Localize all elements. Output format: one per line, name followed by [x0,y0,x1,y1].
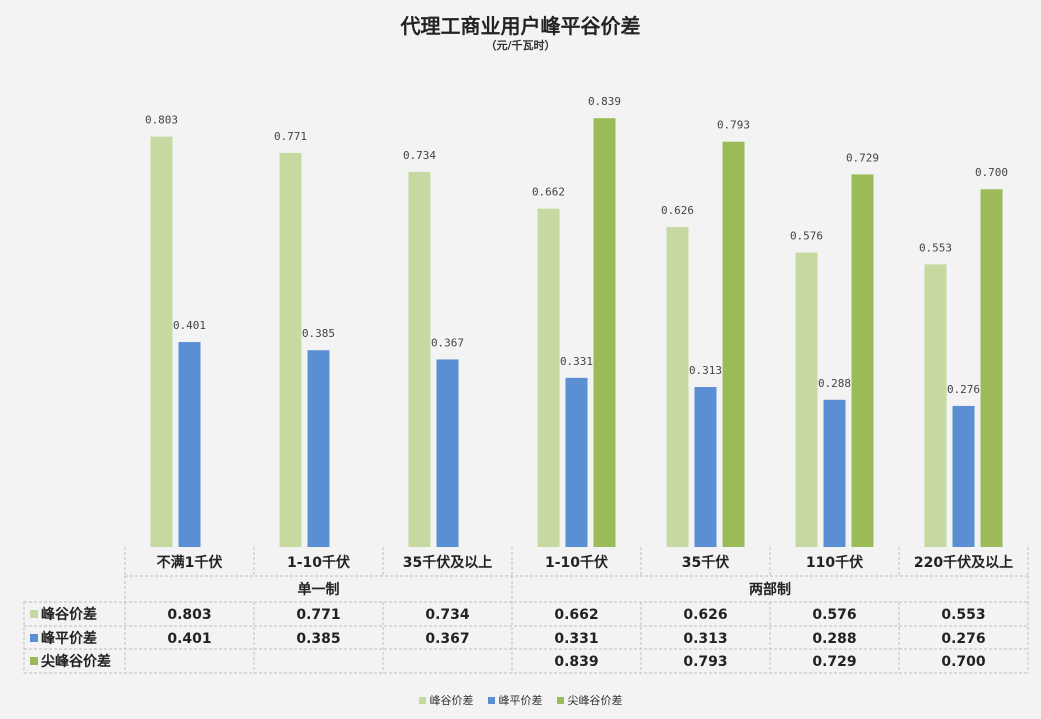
data-label: 0.734 [403,149,436,162]
category-label: 35千伏及以上 [403,554,492,571]
legend-label: 尖峰谷价差 [567,694,623,707]
table-cell: 0.288 [812,631,856,647]
data-label: 0.839 [588,95,621,108]
data-label: 0.803 [145,114,178,127]
data-label: 0.729 [846,151,879,164]
bar [279,152,302,547]
legend-swatch [418,696,426,704]
legend-item: 峰平价差 [487,692,543,708]
legend-label: 峰平价差 [498,694,543,707]
category-label: 220千伏及以上 [914,554,1013,571]
bar [565,377,588,547]
table-legend-key [30,610,38,618]
table-cell: 0.576 [812,607,856,623]
data-label: 0.662 [532,186,565,199]
table-cell: 0.729 [812,654,856,670]
group-label: 两部制 [749,581,791,598]
table-cell: 0.553 [941,607,985,623]
data-label: 0.553 [919,241,952,254]
data-label: 0.288 [818,377,851,390]
data-label: 0.771 [274,130,307,143]
bar [722,141,745,547]
table-row-header: 峰平价差 [41,630,97,647]
table-cell: 0.385 [296,631,340,647]
table-cell: 0.662 [554,607,598,623]
table-row-header: 峰谷价差 [41,606,97,623]
legend-item: 峰谷价差 [418,692,474,708]
table-cell: 0.626 [683,607,727,623]
category-label: 110千伏 [806,554,863,571]
legend-swatch [487,696,495,704]
table-cell: 0.803 [167,607,211,623]
data-label: 0.626 [661,204,694,217]
data-label: 0.576 [790,230,823,243]
bar [178,342,201,547]
table-cell: 0.331 [554,631,598,647]
table-row-header: 尖峰谷价差 [41,653,111,670]
data-label: 0.385 [302,327,335,340]
table-cell: 0.839 [554,654,598,670]
legend-label: 峰谷价差 [429,694,474,707]
bar [980,189,1003,547]
category-label: 不满1千伏 [157,554,223,571]
table-legend-key [30,657,38,665]
bar [823,399,846,547]
table-cell: 0.313 [683,631,727,647]
bar [408,171,431,547]
legend: 峰谷价差 峰平价差 尖峰谷价差 [0,692,1041,708]
data-label: 0.401 [173,319,206,332]
table-cell: 0.734 [425,607,470,623]
category-label: 1-10千伏 [545,554,608,571]
chart-title: 代理工商业用户峰平谷价差 [400,14,641,38]
table-cell: 0.793 [683,654,727,670]
table-cell: 0.367 [425,631,469,647]
bar [537,208,560,547]
bar [694,387,717,547]
bar [952,405,975,547]
bar [307,350,330,547]
category-label: 35千伏 [682,554,729,571]
bar [150,136,173,548]
table-cell: 0.276 [941,631,985,647]
bar [666,227,689,548]
group-label: 单一制 [298,581,340,598]
bar [436,359,459,547]
bar [593,118,616,547]
data-label: 0.793 [717,119,750,132]
data-label: 0.276 [947,383,980,396]
table-legend-key [30,634,38,642]
data-label: 0.700 [975,166,1008,179]
category-label: 1-10千伏 [287,554,350,571]
data-label: 0.367 [431,336,464,349]
table-cell: 0.401 [167,631,211,647]
legend-item: 尖峰谷价差 [556,692,623,708]
bar [924,264,947,547]
legend-swatch [556,696,564,704]
table-cell: 0.700 [941,654,986,670]
bar [851,174,874,547]
chart-subtitle: （元/千瓦时） [485,39,556,52]
bar [795,252,818,547]
data-label: 0.313 [689,364,722,377]
data-label: 0.331 [560,355,593,368]
table-cell: 0.771 [296,607,340,623]
